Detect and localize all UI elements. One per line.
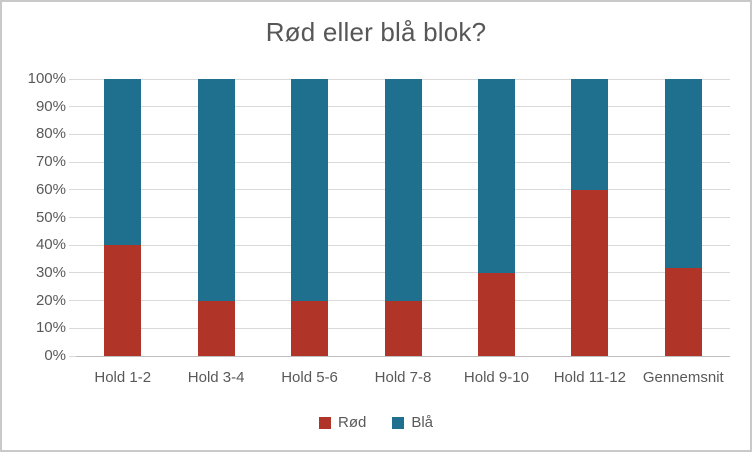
bar-segment-red xyxy=(571,189,609,356)
chart-title: Rød eller blå blok? xyxy=(265,17,487,47)
x-axis-category-label: Hold 1-2 xyxy=(94,369,152,386)
bar-Hold 1-2 xyxy=(104,79,142,356)
bar-segment-blue xyxy=(477,79,515,273)
y-axis-tick xyxy=(69,106,76,108)
y-axis-tick-label: 60% xyxy=(35,180,66,198)
y-axis-tick-label: 40% xyxy=(35,236,66,254)
bar-Hold 9-10 xyxy=(477,79,515,356)
y-axis-tick-label: 0% xyxy=(44,347,66,364)
y-axis-tick xyxy=(69,300,76,302)
bar-segment-red xyxy=(664,268,702,356)
y-axis-tick-label: 30% xyxy=(35,263,66,281)
y-axis-tick-label: 50% xyxy=(35,208,66,226)
legend: Rød Blå xyxy=(2,414,750,431)
x-axis-category-label: Hold 3-4 xyxy=(187,369,245,386)
legend-label: Rød xyxy=(337,414,367,431)
bar-Gennemsnit xyxy=(664,79,702,356)
y-axis-tick xyxy=(69,272,76,274)
bar-segment-red xyxy=(384,300,422,356)
y-axis-tick-label: 90% xyxy=(35,97,66,115)
y-axis-tick xyxy=(69,355,76,357)
x-axis-category-label: Hold 7-8 xyxy=(374,369,432,386)
y-axis-tick xyxy=(69,78,76,80)
bar-segment-blue xyxy=(571,79,609,190)
x-axis-category-label: Hold 9-10 xyxy=(463,369,529,386)
y-axis-tick-label: 70% xyxy=(35,153,66,171)
bar-segment-red xyxy=(197,300,235,356)
x-axis-category-label: Hold 5-6 xyxy=(281,369,338,386)
x-axis-category-label: Hold 11-12 xyxy=(553,369,626,386)
bar-segment-red xyxy=(104,245,142,356)
y-axis-tick xyxy=(69,189,76,191)
y-axis-tick xyxy=(69,133,76,135)
legend-item-Blå: Blå xyxy=(392,414,433,431)
bar-Hold 11-12 xyxy=(571,79,609,356)
x-axis-category-label: Gennemsnit xyxy=(642,369,724,386)
y-axis-tick xyxy=(69,217,76,218)
bar-segment-blue xyxy=(104,79,142,246)
y-axis-tick-label: 100% xyxy=(27,70,66,87)
bar-segment-blue xyxy=(664,79,702,269)
y-axis-tick xyxy=(69,244,76,246)
legend-label: Blå xyxy=(411,414,434,431)
legend-swatch-icon xyxy=(392,416,405,429)
bar-Hold 3-4 xyxy=(197,79,235,356)
bar-Hold 5-6 xyxy=(291,79,329,356)
y-axis-tick-label: 10% xyxy=(35,319,66,337)
legend-item-Rød: Rød xyxy=(318,414,367,431)
bar-segment-blue xyxy=(197,79,235,301)
bar-Hold 7-8 xyxy=(384,79,422,356)
bar-segment-red xyxy=(477,272,515,356)
y-axis-tick-label: 20% xyxy=(35,291,66,309)
y-axis-tick xyxy=(69,161,76,163)
bar-segment-blue xyxy=(384,79,422,301)
bar-segment-blue xyxy=(291,79,329,301)
y-axis-tick xyxy=(69,327,76,329)
y-axis-tick-label: 80% xyxy=(35,125,66,143)
bar-segment-red xyxy=(291,300,329,356)
x-axis-line xyxy=(76,355,730,357)
legend-swatch-icon xyxy=(318,416,331,429)
